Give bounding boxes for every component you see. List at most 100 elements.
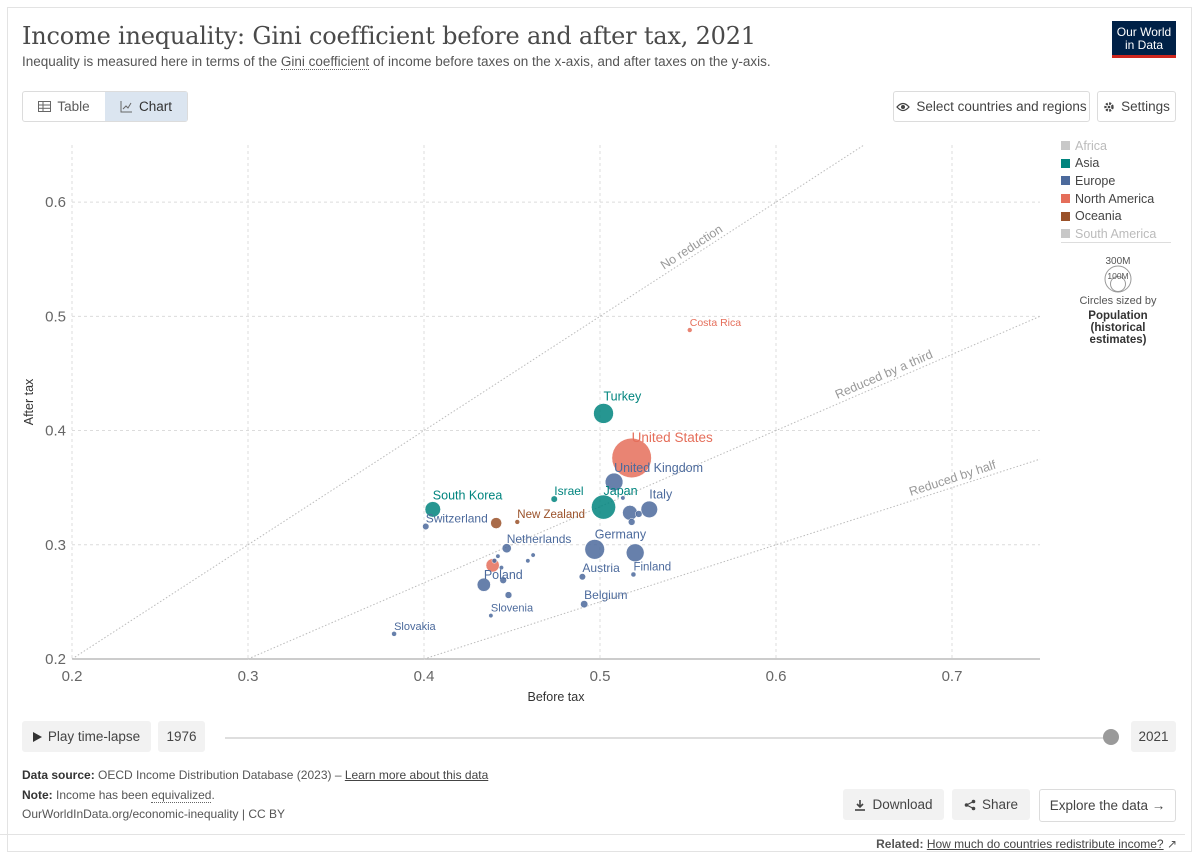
legend-item-oceania[interactable]: Oceania: [1061, 207, 1171, 225]
timeline-end-year[interactable]: 2021: [1131, 721, 1176, 752]
point-japan: [591, 494, 616, 520]
legend-swatch: [1061, 229, 1070, 239]
point-label: Israel: [554, 484, 583, 498]
point-finland: [630, 571, 637, 578]
reference-line-label: Reduced by half: [907, 458, 998, 499]
related-divider: [0, 834, 1185, 835]
chart-subtitle: Inequality is measured here in terms of …: [22, 54, 771, 70]
gini-link[interactable]: Gini coefficient: [280, 54, 370, 70]
play-icon: [32, 731, 42, 742]
legend-item-asia[interactable]: Asia: [1061, 155, 1171, 173]
download-button[interactable]: Download: [843, 789, 944, 820]
point-lithuania: [620, 495, 626, 501]
legend-label: Europe: [1075, 173, 1116, 188]
point-label: Switzerland: [426, 512, 488, 526]
timeline-track[interactable]: [225, 737, 1111, 739]
point-italy: [640, 500, 658, 518]
legend-label: South America: [1075, 226, 1157, 241]
point-new-zealand: [514, 519, 520, 525]
url-line[interactable]: OurWorldInData.org/economic-inequality |…: [22, 807, 286, 821]
x-tick-label: 0.4: [414, 668, 435, 685]
point-australia: [490, 517, 502, 529]
start-year-label: 1976: [166, 729, 197, 744]
settings-button[interactable]: Settings: [1097, 91, 1176, 122]
legend-item-europe[interactable]: Europe: [1061, 172, 1171, 190]
reference-line: [423, 458, 1041, 660]
download-label: Download: [872, 797, 933, 812]
legend-divider: [1061, 242, 1171, 243]
legend-item-south-america[interactable]: South America: [1061, 225, 1171, 243]
x-tick-label: 0.5: [590, 668, 611, 685]
point-label: Belgium: [584, 588, 627, 602]
select-countries-button[interactable]: Select countries and regions: [893, 91, 1090, 122]
y-tick-label: 0.6: [45, 194, 66, 211]
table-icon: [38, 101, 52, 112]
play-timelapse-button[interactable]: Play time-lapse: [22, 721, 151, 752]
tab-table-label: Table: [57, 99, 90, 114]
size-caption: Circles sized by: [1079, 295, 1157, 307]
point-label: South Korea: [433, 488, 503, 502]
point-label: Netherlands: [507, 532, 572, 546]
point-label: Italy: [649, 487, 673, 501]
reference-line-label: No reduction: [658, 222, 725, 272]
timeline-handle[interactable]: [1103, 729, 1119, 745]
source-label: Data source:: [22, 768, 95, 782]
x-tick-label: 0.2: [62, 668, 83, 685]
point-slovenia: [488, 613, 494, 619]
learn-more-link[interactable]: Learn more about this data: [344, 768, 489, 782]
point-costa-rica: [687, 327, 693, 333]
related-link[interactable]: How much do countries redistribute incom…: [926, 837, 1164, 851]
x-tick-label: 0.6: [766, 668, 787, 685]
note-text: Income has been: [56, 788, 152, 802]
size-var-2: (historical: [1090, 322, 1146, 334]
legend-label: North America: [1075, 191, 1155, 206]
share-icon: [964, 799, 976, 810]
subtitle-text-1: Inequality is measured here in terms of …: [22, 54, 281, 69]
point-austria: [578, 573, 586, 581]
note-line: Note: Income has been equivalized.: [22, 788, 215, 803]
note-end: .: [211, 788, 215, 802]
point-label: Slovakia: [394, 621, 436, 633]
legend-item-africa[interactable]: Africa: [1061, 137, 1171, 155]
play-label: Play time-lapse: [47, 729, 141, 744]
point-greece: [635, 510, 643, 518]
x-tick-label: 0.7: [942, 668, 963, 685]
source-text: OECD Income Distribution Database (2023)…: [98, 768, 345, 782]
point-netherlands: [501, 543, 512, 554]
tab-table[interactable]: Table: [23, 92, 105, 121]
end-year-label: 2021: [1138, 729, 1169, 744]
explore-label: Explore the data →: [1049, 798, 1166, 813]
y-axis-label: After tax: [22, 378, 36, 425]
point-label: Finland: [633, 561, 671, 573]
point-label: New Zealand: [517, 509, 585, 521]
point-label: Austria: [582, 561, 620, 575]
tab-chart[interactable]: Chart: [105, 92, 187, 121]
reference-line: [247, 315, 1041, 660]
size-legend-circles: 100M: [1104, 265, 1132, 293]
logo-line-2: in Data: [1124, 38, 1164, 52]
region-legend: Africa Asia Europe North America Oceania Sout…: [1061, 137, 1171, 243]
y-tick-label: 0.4: [45, 423, 66, 440]
share-button[interactable]: Share: [952, 789, 1030, 820]
point-czechia: [504, 591, 513, 599]
point-label: United States: [632, 430, 713, 445]
eye-icon: [896, 102, 911, 111]
point-label: Poland: [484, 568, 523, 582]
data-source-line: Data source: OECD Income Distribution Da…: [22, 768, 488, 782]
reference-line-label: Reduced by a third: [833, 347, 935, 402]
view-tabs: Table Chart: [22, 91, 188, 122]
timeline-start-year[interactable]: 1976: [158, 721, 205, 752]
legend-label: Asia: [1075, 156, 1100, 171]
size-legend-100m: 100M: [1107, 271, 1128, 281]
note-label: Note:: [22, 788, 53, 802]
explore-data-button[interactable]: Explore the data →: [1039, 789, 1176, 822]
legend-item-north-america[interactable]: North America: [1061, 190, 1171, 208]
y-tick-label: 0.2: [45, 651, 66, 668]
related-label: Related:: [876, 837, 924, 851]
size-legend-300m: 300M: [1105, 256, 1131, 267]
point-portugal: [628, 518, 636, 526]
reference-line: [71, 144, 865, 660]
owid-logo[interactable]: Our World in Data: [1112, 21, 1176, 58]
equivalized-link[interactable]: equivalized: [151, 788, 212, 803]
y-tick-label: 0.5: [45, 308, 66, 325]
